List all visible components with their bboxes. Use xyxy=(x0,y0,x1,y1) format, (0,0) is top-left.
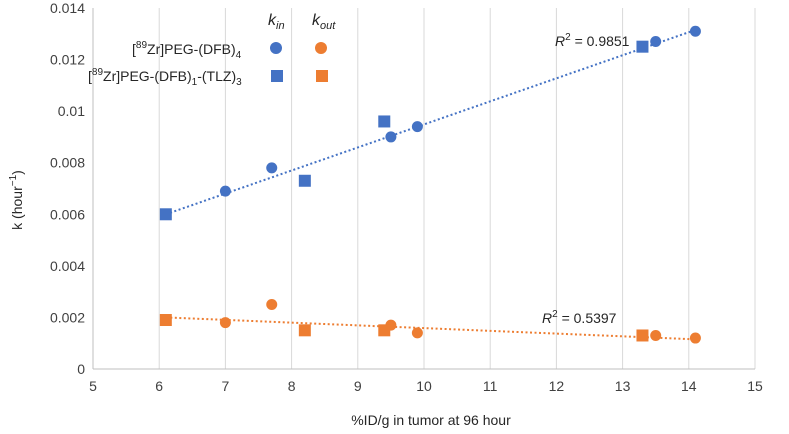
y-tick-label: 0.012 xyxy=(50,52,85,68)
x-tick-label: 5 xyxy=(89,378,97,394)
data-point-0-0 xyxy=(219,185,231,197)
data-point-0-5 xyxy=(689,25,701,37)
x-tick-label: 15 xyxy=(747,378,763,394)
axes xyxy=(92,8,755,370)
x-tick-label: 14 xyxy=(681,378,697,394)
x-tick-label: 10 xyxy=(416,378,432,394)
data-point-0-3 xyxy=(411,121,423,133)
y-tick-label: 0.004 xyxy=(50,258,85,274)
x-tick-label: 9 xyxy=(354,378,362,394)
data-point-1-2 xyxy=(378,115,391,128)
data-point-3-3 xyxy=(636,329,649,342)
legend-header-kin: kin xyxy=(268,12,285,32)
data-point-3-0 xyxy=(159,314,172,327)
grid-lines xyxy=(158,8,756,369)
data-point-2-0 xyxy=(219,317,231,329)
data-point-3-2 xyxy=(378,324,391,337)
r2-annotation-kout: R2 = 0.5397 xyxy=(542,309,617,326)
data-point-1-3 xyxy=(636,40,649,53)
y-tick-label: 0 xyxy=(77,361,85,377)
x-tick-label: 8 xyxy=(288,378,296,394)
data-point-0-4 xyxy=(650,36,662,48)
legend-label-dfb4: [89Zr]PEG-(DFB)4 xyxy=(132,40,242,61)
y-tick-label: 0.006 xyxy=(50,206,85,222)
x-tick-label: 11 xyxy=(483,378,498,394)
trendline-kout xyxy=(165,316,696,341)
trendlines xyxy=(165,28,696,341)
trendline-kin xyxy=(165,28,696,216)
data-point-2-3 xyxy=(411,327,423,339)
x-tick-label: 13 xyxy=(615,378,631,394)
data-point-1-0 xyxy=(159,208,172,221)
x-tick-label: 7 xyxy=(222,378,230,394)
data-point-0-2 xyxy=(385,131,397,143)
y-tick-label: 0.002 xyxy=(50,309,85,325)
data-points xyxy=(159,25,701,344)
x-tick-label: 12 xyxy=(549,378,565,394)
legend-marker-kout-square xyxy=(316,70,328,82)
x-tick-label: 6 xyxy=(155,378,163,394)
y-axis-title: k (hour−1) xyxy=(8,170,25,230)
legend-header-kout: kout xyxy=(312,12,336,32)
data-point-3-1 xyxy=(298,324,311,337)
x-axis-ticks: 5 6 7 8 9 10 11 12 13 14 15 xyxy=(89,378,763,394)
data-point-0-1 xyxy=(266,162,278,174)
legend-label-dfb1-tlz3: [89Zr]PEG-(DFB)1-(TLZ)3 xyxy=(88,67,242,88)
r2-annotation-kin: R2 = 0.9851 xyxy=(555,32,630,49)
y-tick-label: 0.01 xyxy=(58,103,85,119)
data-point-1-1 xyxy=(298,174,311,187)
y-axis-ticks: 0 0.002 0.004 0.006 0.008 0.01 0.012 0.014 xyxy=(50,0,85,377)
y-tick-label: 0.014 xyxy=(50,0,85,16)
legend-marker-kin-circle xyxy=(270,42,282,54)
legend-marker-kout-circle xyxy=(315,42,327,54)
legend-marker-kin-square xyxy=(271,70,283,82)
data-point-2-1 xyxy=(266,299,278,311)
legend: kin kout [89Zr]PEG-(DFB)4 [89Zr]PEG-(DFB… xyxy=(88,12,336,88)
data-point-2-4 xyxy=(650,329,662,341)
data-point-2-5 xyxy=(689,332,701,344)
x-axis-title: %ID/g in tumor at 96 hour xyxy=(351,412,511,428)
y-tick-label: 0.008 xyxy=(50,155,85,171)
